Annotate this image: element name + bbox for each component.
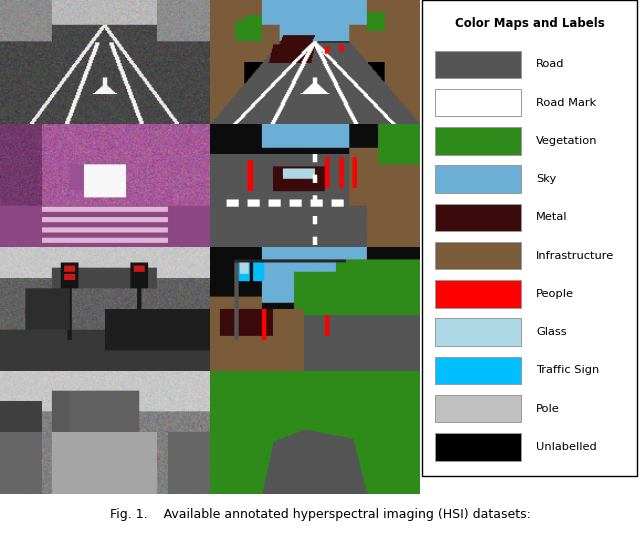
FancyBboxPatch shape <box>435 356 521 384</box>
FancyBboxPatch shape <box>435 433 521 461</box>
FancyBboxPatch shape <box>435 204 521 231</box>
Text: Pole: Pole <box>536 404 560 414</box>
FancyBboxPatch shape <box>435 127 521 154</box>
Text: Glass: Glass <box>536 327 566 337</box>
Text: Road: Road <box>536 59 564 69</box>
FancyBboxPatch shape <box>435 165 521 193</box>
Text: Sky: Sky <box>536 174 556 184</box>
FancyBboxPatch shape <box>435 89 521 116</box>
FancyBboxPatch shape <box>435 51 521 78</box>
FancyBboxPatch shape <box>435 395 521 422</box>
Text: Unlabelled: Unlabelled <box>536 442 596 452</box>
Text: Traffic Sign: Traffic Sign <box>536 366 599 375</box>
Text: Color Maps and Labels: Color Maps and Labels <box>455 17 604 30</box>
Text: People: People <box>536 289 574 299</box>
FancyBboxPatch shape <box>435 319 521 346</box>
Text: Metal: Metal <box>536 212 568 222</box>
FancyBboxPatch shape <box>435 242 521 269</box>
Text: Vegetation: Vegetation <box>536 136 598 146</box>
Text: Road Mark: Road Mark <box>536 98 596 107</box>
Text: Infrastructure: Infrastructure <box>536 251 614 261</box>
FancyBboxPatch shape <box>422 0 637 476</box>
Text: Fig. 1.    Available annotated hyperspectral imaging (HSI) datasets:: Fig. 1. Available annotated hyperspectra… <box>109 508 531 521</box>
FancyBboxPatch shape <box>435 280 521 308</box>
